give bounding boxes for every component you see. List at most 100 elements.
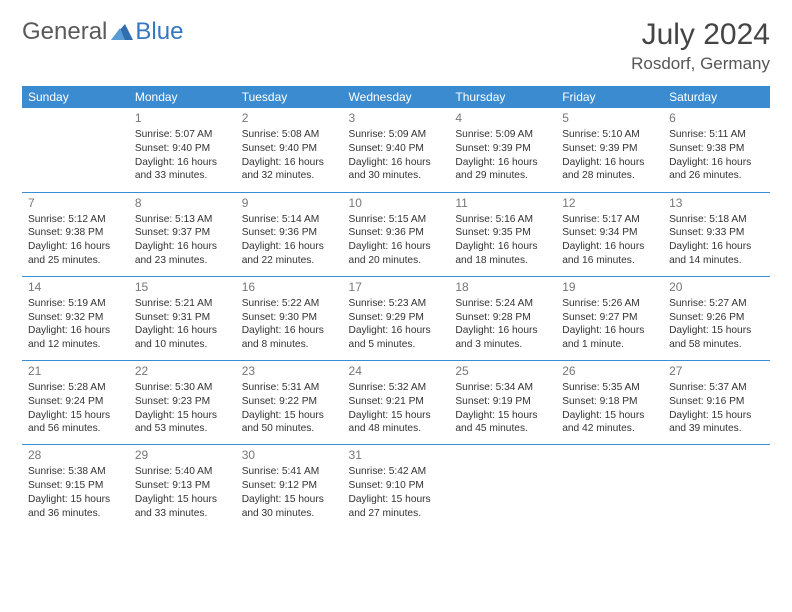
daylight-line1: Daylight: 16 hours — [242, 324, 337, 338]
daylight-line2: and 18 minutes. — [455, 254, 550, 268]
daylight-line2: and 48 minutes. — [349, 422, 444, 436]
calendar-cell: 27Sunrise: 5:37 AMSunset: 9:16 PMDayligh… — [663, 361, 770, 445]
daylight-line1: Daylight: 15 hours — [455, 409, 550, 423]
calendar-cell: 23Sunrise: 5:31 AMSunset: 9:22 PMDayligh… — [236, 361, 343, 445]
sunset-line: Sunset: 9:28 PM — [455, 311, 550, 325]
sunset-line: Sunset: 9:38 PM — [28, 226, 123, 240]
sunrise-line: Sunrise: 5:08 AM — [242, 128, 337, 142]
daylight-line2: and 12 minutes. — [28, 338, 123, 352]
day-header: Wednesday — [343, 86, 450, 108]
daylight-line2: and 16 minutes. — [562, 254, 657, 268]
day-number: 23 — [242, 363, 337, 379]
calendar-cell: 12Sunrise: 5:17 AMSunset: 9:34 PMDayligh… — [556, 192, 663, 276]
sunrise-line: Sunrise: 5:18 AM — [669, 213, 764, 227]
daylight-line1: Daylight: 16 hours — [135, 324, 230, 338]
sunset-line: Sunset: 9:31 PM — [135, 311, 230, 325]
daylight-line1: Daylight: 15 hours — [669, 324, 764, 338]
daylight-line2: and 33 minutes. — [135, 507, 230, 521]
day-number: 21 — [28, 363, 123, 379]
day-header: Saturday — [663, 86, 770, 108]
calendar-cell: 31Sunrise: 5:42 AMSunset: 9:10 PMDayligh… — [343, 445, 450, 529]
daylight-line1: Daylight: 16 hours — [455, 240, 550, 254]
sunset-line: Sunset: 9:37 PM — [135, 226, 230, 240]
day-number: 20 — [669, 279, 764, 295]
sunset-line: Sunset: 9:30 PM — [242, 311, 337, 325]
calendar-cell — [663, 445, 770, 529]
calendar-cell: 3Sunrise: 5:09 AMSunset: 9:40 PMDaylight… — [343, 108, 450, 192]
day-number: 6 — [669, 110, 764, 126]
calendar-cell: 29Sunrise: 5:40 AMSunset: 9:13 PMDayligh… — [129, 445, 236, 529]
page-header: General Blue July 2024 Rosdorf, Germany — [22, 18, 770, 74]
sunrise-line: Sunrise: 5:34 AM — [455, 381, 550, 395]
daylight-line2: and 23 minutes. — [135, 254, 230, 268]
day-header: Monday — [129, 86, 236, 108]
sunset-line: Sunset: 9:10 PM — [349, 479, 444, 493]
logo: General Blue — [22, 18, 183, 46]
sunset-line: Sunset: 9:29 PM — [349, 311, 444, 325]
calendar-cell — [556, 445, 663, 529]
daylight-line2: and 50 minutes. — [242, 422, 337, 436]
sunrise-line: Sunrise: 5:28 AM — [28, 381, 123, 395]
sunset-line: Sunset: 9:40 PM — [135, 142, 230, 156]
location-subtitle: Rosdorf, Germany — [631, 54, 770, 74]
calendar-cell: 17Sunrise: 5:23 AMSunset: 9:29 PMDayligh… — [343, 276, 450, 360]
daylight-line1: Daylight: 16 hours — [349, 324, 444, 338]
sunset-line: Sunset: 9:36 PM — [349, 226, 444, 240]
sunrise-line: Sunrise: 5:37 AM — [669, 381, 764, 395]
day-header: Thursday — [449, 86, 556, 108]
sunset-line: Sunset: 9:33 PM — [669, 226, 764, 240]
sunrise-line: Sunrise: 5:42 AM — [349, 465, 444, 479]
calendar-cell: 6Sunrise: 5:11 AMSunset: 9:38 PMDaylight… — [663, 108, 770, 192]
sunrise-line: Sunrise: 5:11 AM — [669, 128, 764, 142]
day-number: 29 — [135, 447, 230, 463]
daylight-line1: Daylight: 15 hours — [28, 409, 123, 423]
daylight-line2: and 8 minutes. — [242, 338, 337, 352]
calendar-body: 1Sunrise: 5:07 AMSunset: 9:40 PMDaylight… — [22, 108, 770, 529]
calendar-cell: 24Sunrise: 5:32 AMSunset: 9:21 PMDayligh… — [343, 361, 450, 445]
day-number: 2 — [242, 110, 337, 126]
sunrise-line: Sunrise: 5:31 AM — [242, 381, 337, 395]
calendar-cell: 22Sunrise: 5:30 AMSunset: 9:23 PMDayligh… — [129, 361, 236, 445]
calendar-cell: 7Sunrise: 5:12 AMSunset: 9:38 PMDaylight… — [22, 192, 129, 276]
sunrise-line: Sunrise: 5:41 AM — [242, 465, 337, 479]
sunrise-line: Sunrise: 5:30 AM — [135, 381, 230, 395]
day-header: Sunday — [22, 86, 129, 108]
sunrise-line: Sunrise: 5:23 AM — [349, 297, 444, 311]
sunrise-line: Sunrise: 5:21 AM — [135, 297, 230, 311]
daylight-line2: and 14 minutes. — [669, 254, 764, 268]
daylight-line2: and 33 minutes. — [135, 169, 230, 183]
calendar-cell: 19Sunrise: 5:26 AMSunset: 9:27 PMDayligh… — [556, 276, 663, 360]
sunrise-line: Sunrise: 5:10 AM — [562, 128, 657, 142]
daylight-line1: Daylight: 16 hours — [28, 240, 123, 254]
day-number: 31 — [349, 447, 444, 463]
calendar-cell: 5Sunrise: 5:10 AMSunset: 9:39 PMDaylight… — [556, 108, 663, 192]
title-block: July 2024 Rosdorf, Germany — [631, 18, 770, 74]
sunset-line: Sunset: 9:22 PM — [242, 395, 337, 409]
daylight-line1: Daylight: 16 hours — [135, 156, 230, 170]
day-number: 5 — [562, 110, 657, 126]
calendar-cell: 20Sunrise: 5:27 AMSunset: 9:26 PMDayligh… — [663, 276, 770, 360]
sunrise-line: Sunrise: 5:12 AM — [28, 213, 123, 227]
day-number: 15 — [135, 279, 230, 295]
daylight-line2: and 20 minutes. — [349, 254, 444, 268]
daylight-line1: Daylight: 16 hours — [669, 240, 764, 254]
daylight-line1: Daylight: 16 hours — [562, 240, 657, 254]
daylight-line1: Daylight: 15 hours — [28, 493, 123, 507]
daylight-line2: and 27 minutes. — [349, 507, 444, 521]
daylight-line2: and 25 minutes. — [28, 254, 123, 268]
sunset-line: Sunset: 9:40 PM — [349, 142, 444, 156]
calendar-cell: 11Sunrise: 5:16 AMSunset: 9:35 PMDayligh… — [449, 192, 556, 276]
daylight-line2: and 39 minutes. — [669, 422, 764, 436]
sunset-line: Sunset: 9:19 PM — [455, 395, 550, 409]
daylight-line2: and 26 minutes. — [669, 169, 764, 183]
daylight-line1: Daylight: 16 hours — [455, 324, 550, 338]
calendar-cell: 26Sunrise: 5:35 AMSunset: 9:18 PMDayligh… — [556, 361, 663, 445]
sunset-line: Sunset: 9:12 PM — [242, 479, 337, 493]
sunrise-line: Sunrise: 5:19 AM — [28, 297, 123, 311]
daylight-line1: Daylight: 15 hours — [562, 409, 657, 423]
daylight-line2: and 58 minutes. — [669, 338, 764, 352]
sunrise-line: Sunrise: 5:07 AM — [135, 128, 230, 142]
daylight-line2: and 30 minutes. — [242, 507, 337, 521]
sunset-line: Sunset: 9:26 PM — [669, 311, 764, 325]
calendar-cell: 2Sunrise: 5:08 AMSunset: 9:40 PMDaylight… — [236, 108, 343, 192]
